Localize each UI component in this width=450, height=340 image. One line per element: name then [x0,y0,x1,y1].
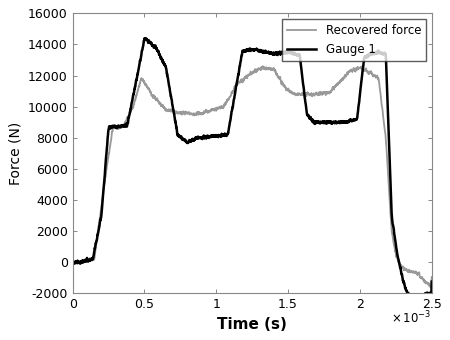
Gauge 1 [208,134,213,138]
Gauge 1 [70,259,75,264]
Gauge 1 [223,133,229,137]
Gauge 1 [383,61,389,65]
Legend: Recovered force, Gauge 1: Recovered force, Gauge 1 [282,19,426,61]
Recovered force [429,275,434,279]
Recovered force [428,285,433,289]
Recovered force [207,109,213,113]
Gauge 1 [132,86,138,90]
Recovered force [70,259,75,263]
Recovered force [132,99,138,103]
Gauge 1 [429,279,434,284]
Recovered force [260,64,265,68]
Recovered force [422,278,427,283]
Y-axis label: Force (N): Force (N) [9,122,22,185]
Gauge 1 [422,292,427,296]
Line: Gauge 1: Gauge 1 [72,38,432,297]
Line: Recovered force: Recovered force [72,66,432,287]
Gauge 1 [409,295,414,299]
Gauge 1 [111,125,116,129]
X-axis label: Time (s): Time (s) [217,317,287,332]
Gauge 1 [142,36,147,40]
Recovered force [111,125,116,130]
Text: $\times\,10^{-3}$: $\times\,10^{-3}$ [392,310,432,327]
Recovered force [383,141,389,146]
Recovered force [223,101,229,105]
